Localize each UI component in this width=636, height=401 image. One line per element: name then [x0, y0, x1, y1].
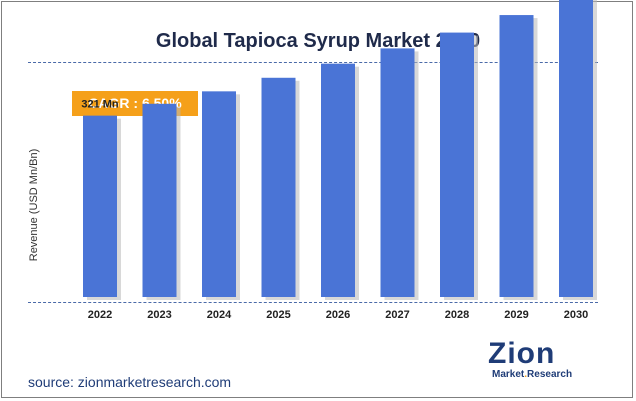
- chart-title: Global Tapioca Syrup Market 2030: [155, 30, 481, 52]
- title-divider: [28, 62, 598, 63]
- x-tick-label: 2029: [504, 309, 528, 321]
- axis-divider: [28, 302, 598, 303]
- x-tick-label: 2026: [326, 309, 350, 321]
- x-tick-label: 2022: [88, 309, 112, 321]
- x-tick-label: 2027: [385, 309, 409, 321]
- logo-tagline: Market.Research: [492, 369, 573, 380]
- bar-2027: [380, 48, 415, 298]
- bar-2023: [142, 103, 177, 298]
- x-tick-label: 2023: [147, 309, 171, 321]
- bar-2028: [440, 32, 474, 297]
- bar-2025: [261, 77, 296, 297]
- bar-2026: [321, 63, 355, 297]
- data-labels: 321 Mn531 Mn: [81, 99, 119, 111]
- bar-2024: [202, 91, 236, 297]
- x-tick-label: 2024: [207, 309, 232, 321]
- data-label: 321 Mn: [81, 99, 119, 111]
- zion-logo: Zion Market.Research: [488, 338, 600, 384]
- bar-2030: [559, 0, 593, 298]
- x-tick-label: 2030: [564, 309, 588, 321]
- bar-2029: [499, 15, 534, 297]
- logo-wordmark: Zion: [488, 337, 556, 370]
- x-tick-label: 2025: [266, 309, 290, 321]
- x-tick-label: 2028: [445, 309, 469, 321]
- source-text: source: zionmarketresearch.com: [28, 374, 232, 390]
- bar-2022: [83, 115, 117, 297]
- x-tick-labels: 2022 2023 2024 2025 2026 2027 2028 2029 2030: [88, 309, 588, 321]
- bars: [83, 0, 593, 298]
